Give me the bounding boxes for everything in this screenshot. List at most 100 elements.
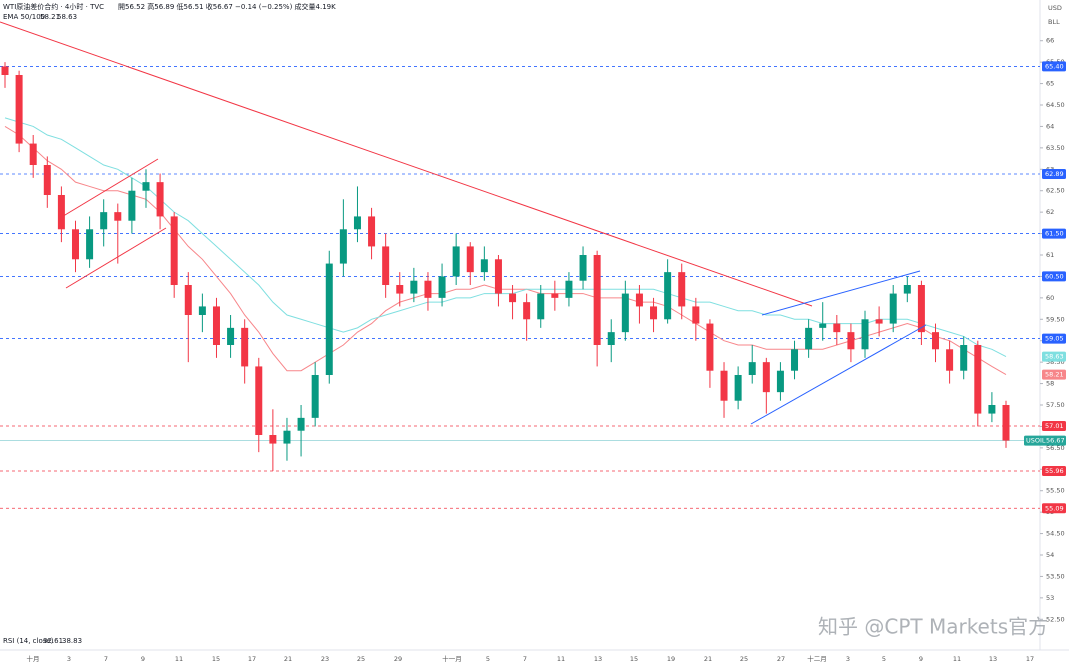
x-tick-label: 5 [882,655,886,663]
wedge-line [750,324,927,425]
candle-body [861,319,869,350]
price-tag-label: 61.50 [1045,230,1064,238]
candle-body [283,430,291,444]
top-tag: BLL [1048,18,1060,26]
last-tag [1024,435,1066,446]
candle-body [71,229,79,260]
candle-body [917,285,925,333]
x-tick-label: 7 [523,655,527,663]
candle-body [269,435,277,444]
x-tick-label: 21 [704,655,712,663]
y-tick-label: 55.50 [1046,487,1065,495]
channel-line [59,158,159,219]
price-tag [1042,228,1066,239]
candle-body [198,306,206,315]
y-tick-label: 66 [1046,37,1054,45]
price-tag [1042,271,1066,282]
candle-body [664,272,672,320]
candle-body [339,229,347,264]
candle-body [410,280,418,294]
candle-body [311,375,319,418]
candle-body [776,370,784,393]
price-tag [1042,421,1066,431]
candle-body [748,362,756,375]
y-tick-label: 53 [1046,594,1054,602]
currency: USD [1048,4,1062,12]
x-tick-label: 21 [284,655,292,663]
x-tick-label: 3 [67,655,71,663]
ema-tag-label: 58.21 [1045,371,1064,379]
candle-body [438,276,446,298]
candle-body [86,229,94,260]
x-tick-label: 十月 [27,654,40,663]
last-tag-value: 56.67 [1046,437,1065,445]
candle-body [819,323,827,328]
candle-body [960,345,968,371]
x-tick-label: 25 [740,655,748,663]
x-tick-label: 27 [777,655,785,663]
price-tag [1042,61,1066,72]
candle-body [15,75,23,144]
y-tick-label: 52.50 [1046,615,1065,623]
ema-line [4,117,1007,358]
rsi-value: 38.83 [62,637,82,645]
x-tick-label: 5 [486,655,490,663]
ema-tag [1042,351,1066,362]
chart-title: WTI原油差价合约 · 4小时 · TVC [3,2,104,11]
y-tick-label: 61 [1046,251,1054,259]
candle-body [43,165,51,195]
y-tick-label: 57.50 [1046,401,1065,409]
price-tag-label: 62.89 [1045,170,1064,178]
y-tick-label: 54.50 [1046,530,1065,538]
candle-body [593,255,601,345]
ema50-value: 58.21 [40,13,60,21]
candle-body [466,246,474,273]
candle-body [607,332,615,345]
candle-body [706,323,714,371]
y-tick-label: 54 [1046,551,1054,559]
price-tag-label: 60.50 [1045,272,1064,280]
channel-line [65,227,167,289]
price-tag [1042,169,1066,179]
candle-body [946,349,954,371]
x-tick-label: 11 [175,655,183,663]
candle-body [762,362,770,393]
ema-tag-label: 58.63 [1045,353,1064,361]
candle-body [212,306,220,345]
y-tick-label: 62 [1046,208,1054,216]
candle-body [184,285,192,315]
rsi-value: 32.61 [43,637,63,645]
x-tick-label: 29 [394,655,402,663]
candle-body [523,302,531,320]
ohlc-info: 開56.52 高56.89 低56.51 收56.67 −0.14 (−0.25… [118,2,336,11]
price-tag [1042,466,1066,476]
candle-body [353,216,361,230]
price-tag [1042,333,1066,344]
x-tick-label: 17 [248,655,256,663]
candle-body [565,280,573,298]
price-tag-label: 55.96 [1045,467,1064,475]
x-tick-label: 3 [846,655,850,663]
x-tick-label: 17 [1026,655,1034,663]
candle-body [57,195,65,230]
ema-tag [1042,369,1066,380]
rsi-label: RSI (14, close) [3,637,54,645]
candle-body [255,366,263,435]
candle-body [932,332,940,350]
x-tick-label: 7 [104,655,108,663]
candle-body [650,306,658,320]
candle-body [1,66,9,75]
price-tag-label: 55.09 [1045,504,1064,512]
y-tick-label: 53.50 [1046,572,1065,580]
candle-body [29,143,37,165]
candle-body [791,349,799,371]
candle-body [974,345,982,414]
y-tick-label: 58.50 [1046,358,1065,366]
watermark: 知乎 @CPT Markets官方 [818,615,1048,639]
candle-body [720,370,728,401]
candle-body [833,323,841,333]
price-tag-label: 65.40 [1045,62,1064,70]
ema100-value: 58.63 [57,13,77,21]
